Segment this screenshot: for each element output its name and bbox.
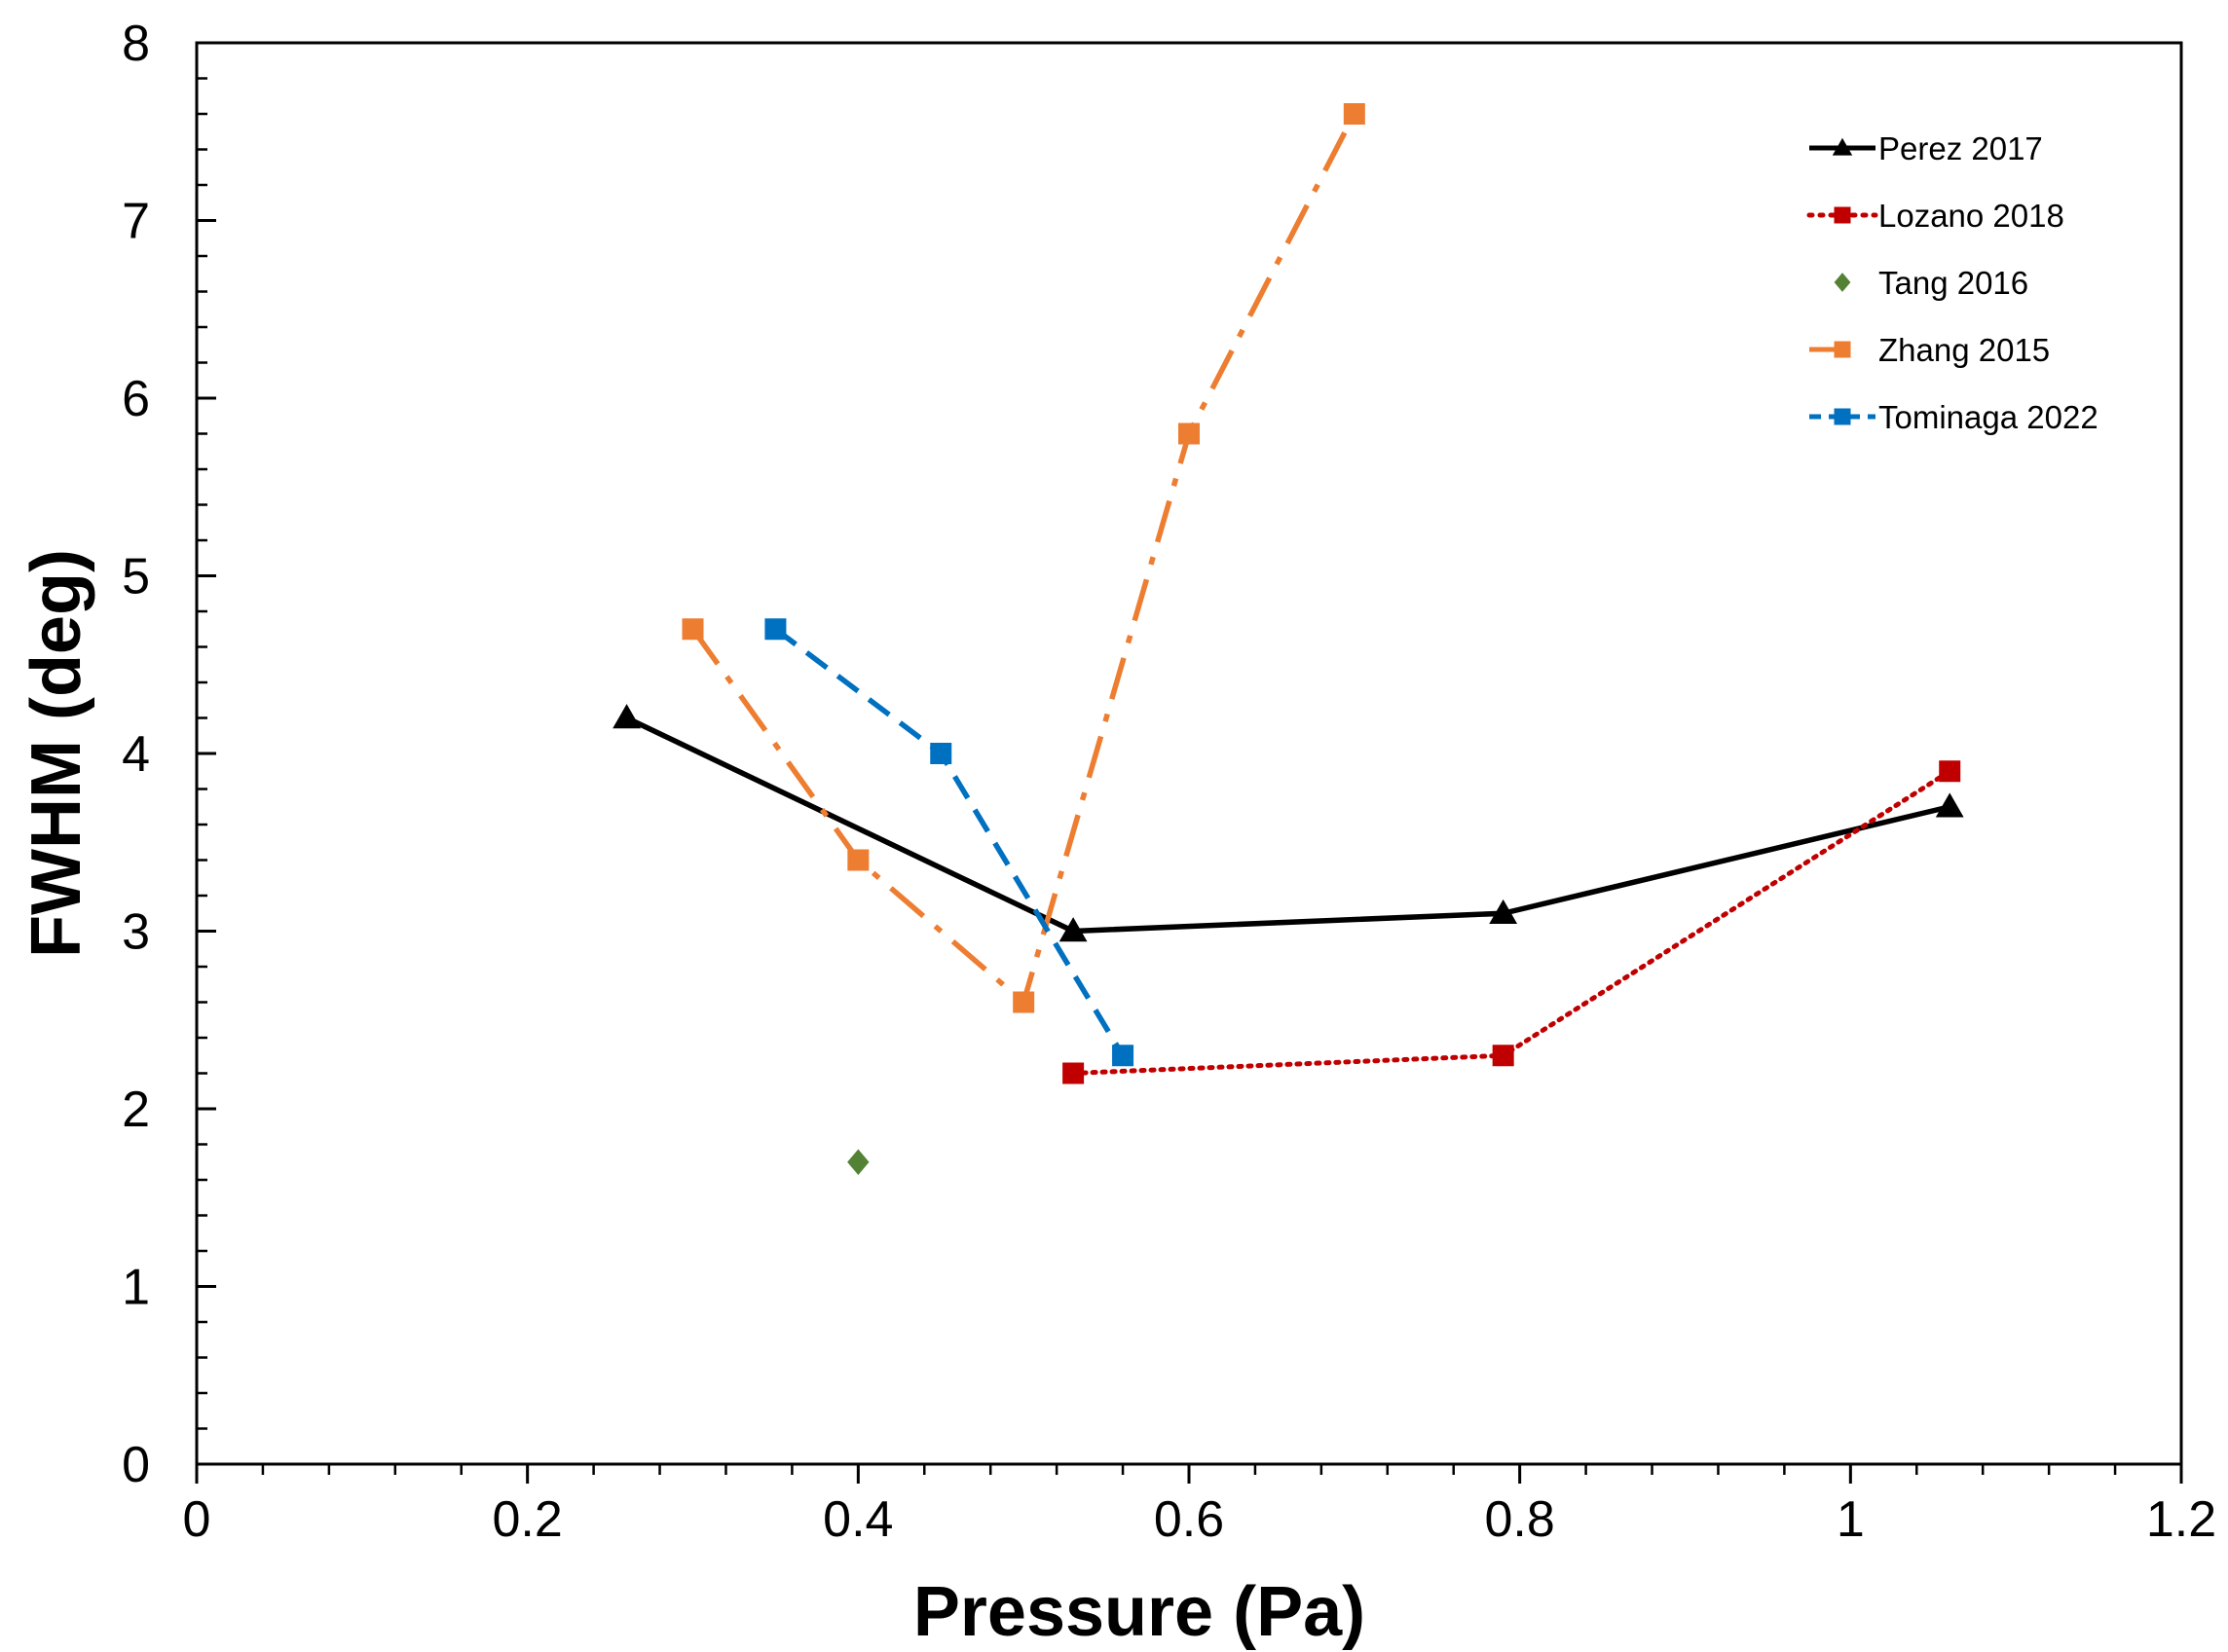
legend-swatch-marker — [1834, 206, 1851, 224]
x-tick-label: 0.8 — [1485, 1491, 1555, 1548]
point-tominaga-2022 — [1112, 1045, 1134, 1067]
legend-swatch-marker — [1832, 137, 1853, 156]
series-markers — [613, 103, 1964, 1175]
point-zhang-2015 — [1343, 103, 1365, 125]
series-lines — [625, 112, 1952, 1076]
x-tick-label: 1.2 — [2146, 1491, 2216, 1548]
legend-label: Tang 2016 — [1878, 265, 2028, 301]
point-perez-2017 — [1489, 899, 1518, 925]
y-tick-label: 3 — [122, 904, 150, 961]
y-tick-label: 6 — [122, 371, 150, 427]
point-perez-2017 — [1058, 917, 1088, 942]
point-lozano-2018 — [1492, 1045, 1514, 1067]
y-tick-label: 0 — [122, 1437, 150, 1493]
y-tick-label: 8 — [122, 16, 150, 72]
point-zhang-2015 — [1178, 422, 1200, 445]
point-zhang-2015 — [847, 849, 870, 871]
point-perez-2017 — [613, 704, 641, 729]
y-tick-label: 7 — [122, 194, 150, 250]
y-tick-label: 2 — [122, 1082, 150, 1138]
x-tick-label: 0.4 — [823, 1491, 893, 1548]
axis-tick-labels: 0 0.2 0.4 0.6 0.8 1 1.2 0 1 2 3 4 5 6 7 8 — [122, 16, 2216, 1548]
legend: Perez 2017 Lozano 2018 Tang 2016 Zhang 2015… — [1806, 130, 2098, 435]
point-lozano-2018 — [1062, 1062, 1085, 1084]
legend-swatch-marker — [1834, 273, 1851, 292]
point-tang-2016 — [847, 1149, 870, 1175]
series-line-zhang-2015 — [690, 112, 1357, 1006]
legend-item-lozano-2018: Lozano 2018 — [1806, 198, 2064, 234]
y-tick-label: 1 — [122, 1260, 150, 1316]
plot-frame — [195, 41, 2183, 1466]
legend-label: Perez 2017 — [1878, 130, 2043, 166]
x-tick-label: 0.6 — [1154, 1491, 1224, 1548]
legend-swatch-marker — [1834, 408, 1851, 425]
series-line-perez-2017 — [625, 716, 1950, 935]
point-tominaga-2022 — [764, 618, 787, 641]
axis-ticks — [195, 41, 2183, 1484]
x-tick-label: 0 — [183, 1491, 211, 1548]
legend-label: Lozano 2018 — [1878, 198, 2064, 234]
legend-item-perez-2017: Perez 2017 — [1809, 130, 2043, 166]
legend-label: Tominaga 2022 — [1878, 399, 2098, 435]
legend-label: Zhang 2015 — [1878, 332, 2050, 368]
legend-item-tominaga-2022: Tominaga 2022 — [1809, 399, 2098, 435]
point-zhang-2015 — [682, 618, 704, 641]
x-axis-title: Pressure (Pa) — [913, 1573, 1365, 1651]
y-axis-title: FWHM (deg) — [18, 549, 95, 958]
y-tick-label: 5 — [122, 549, 150, 606]
point-lozano-2018 — [1939, 760, 1961, 783]
point-zhang-2015 — [1013, 991, 1035, 1013]
point-perez-2017 — [1935, 792, 1964, 818]
legend-item-zhang-2015: Zhang 2015 — [1809, 332, 2050, 368]
legend-swatch-marker — [1834, 341, 1851, 358]
point-tominaga-2022 — [930, 743, 952, 764]
legend-item-tang-2016: Tang 2016 — [1834, 265, 2028, 301]
x-tick-label: 1 — [1837, 1491, 1865, 1548]
x-tick-label: 0.2 — [493, 1491, 563, 1548]
y-tick-label: 4 — [122, 726, 150, 783]
